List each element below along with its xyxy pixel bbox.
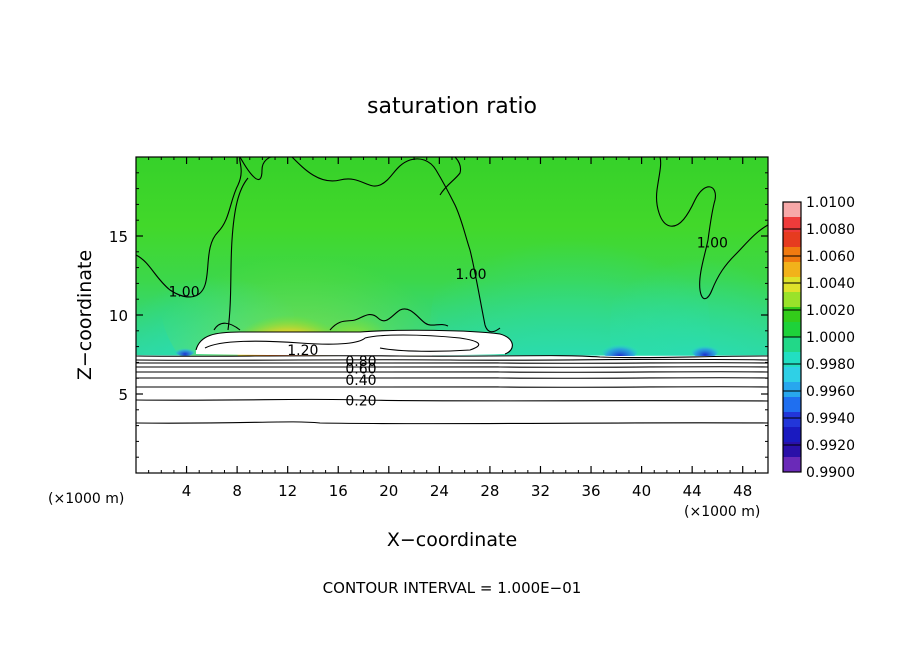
x-tick-label: 44 [683, 482, 702, 500]
y-axis-label: Z−coordinate [74, 250, 96, 380]
x-tick-label: 8 [232, 482, 242, 500]
x-tick-label: 24 [430, 482, 449, 500]
colorbar-band [783, 262, 801, 278]
colorbar-band [783, 292, 801, 308]
y-tick-label: 15 [109, 228, 128, 246]
colorbar-band [783, 442, 801, 458]
colorbar-label: 0.9960 [806, 384, 855, 400]
colorbar-label: 0.9940 [806, 411, 855, 427]
y-tick-label: 5 [118, 386, 128, 404]
colorbar-band [783, 322, 801, 338]
colorbar-label: 1.0080 [806, 222, 855, 238]
colorbar-band [783, 247, 801, 263]
x-axis: 4 8 12 16 20 24 28 32 36 40 44 48 [148, 157, 756, 500]
contour-label: 1.00 [697, 235, 728, 251]
colorbar-band [783, 202, 801, 218]
colorbar-band [783, 382, 801, 398]
contour-label: 0.20 [345, 393, 376, 409]
colorbar-band [783, 457, 801, 473]
colorbar-label: 0.9980 [806, 357, 855, 373]
x-unit-right: (×1000 m) [684, 504, 760, 520]
y-tick-label: 10 [109, 307, 128, 325]
colorbar-band [783, 397, 801, 413]
x-tick-label: 16 [329, 482, 348, 500]
colorbar-band [783, 217, 801, 233]
colorbar-band [783, 427, 801, 443]
contour-interval-note: CONTOUR INTERVAL = 1.000E−01 [323, 579, 582, 597]
colorbar-band [783, 412, 801, 428]
x-tick-label: 40 [632, 482, 651, 500]
colorbar-label: 1.0100 [806, 195, 855, 211]
contour-labels: 1.00 1.00 1.00 1.20 0.800.600.40 0.20 [168, 235, 728, 409]
colorbar-label: 1.0040 [806, 276, 855, 292]
x-tick-label: 4 [182, 482, 192, 500]
x-tick-label: 20 [379, 482, 398, 500]
contour-label: 0.40 [345, 373, 376, 389]
colorbar-label: 1.0000 [806, 330, 855, 346]
contour-label: 1.20 [287, 343, 318, 359]
colorbar-label: 1.0060 [806, 249, 855, 265]
colorbar-label: 1.0020 [806, 303, 855, 319]
x-unit-left: (×1000 m) [48, 491, 124, 507]
colorbar-band [783, 307, 801, 323]
contour-label: 0.60 [345, 362, 376, 378]
colorbar-band [783, 277, 801, 293]
x-tick-label: 12 [278, 482, 297, 500]
colorbar-band [783, 352, 801, 368]
x-axis-label: X−coordinate [387, 529, 517, 551]
contour-label: 1.00 [168, 284, 199, 300]
colorbar: 1.0100 1.0080 1.0060 1.0040 1.0020 1.0000 0.99… [782, 195, 855, 481]
colorbar-label: 0.9900 [806, 465, 855, 481]
y-axis: 5 10 15 [109, 172, 768, 458]
contour-label: 0.80 [345, 354, 376, 370]
x-tick-label: 32 [531, 482, 550, 500]
colorbar-band [783, 367, 801, 383]
colorbar-band [783, 337, 801, 353]
contour-lines [136, 157, 768, 425]
colorbar-label: 0.9920 [806, 438, 855, 454]
x-tick-label: 36 [581, 482, 600, 500]
x-tick-label: 28 [480, 482, 499, 500]
contour-label: 1.00 [455, 267, 486, 283]
x-tick-label: 48 [733, 482, 752, 500]
chart-title: saturation ratio [367, 94, 537, 119]
colorbar-band [783, 232, 801, 248]
